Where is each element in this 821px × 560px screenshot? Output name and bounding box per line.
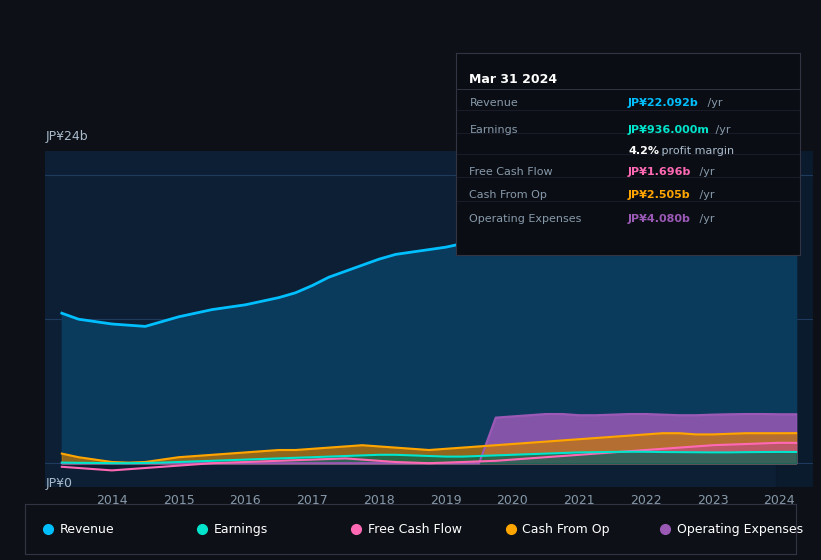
Text: /yr: /yr	[696, 167, 715, 177]
Text: JP¥4.080b: JP¥4.080b	[628, 214, 691, 225]
Text: /yr: /yr	[712, 125, 730, 135]
Text: 4.2%: 4.2%	[628, 146, 659, 156]
Text: Mar 31 2024: Mar 31 2024	[470, 73, 557, 86]
Text: Revenue: Revenue	[59, 522, 114, 536]
Text: Free Cash Flow: Free Cash Flow	[368, 522, 462, 536]
Text: /yr: /yr	[696, 214, 715, 225]
Text: Earnings: Earnings	[470, 125, 518, 135]
Bar	[776, 151, 813, 487]
Text: JP¥2.505b: JP¥2.505b	[628, 190, 690, 200]
Text: JP¥22.092b: JP¥22.092b	[628, 97, 699, 108]
Text: profit margin: profit margin	[658, 146, 735, 156]
Text: JP¥936.000m: JP¥936.000m	[628, 125, 710, 135]
Text: /yr: /yr	[704, 97, 722, 108]
Text: Earnings: Earnings	[213, 522, 268, 536]
Text: JP¥0: JP¥0	[45, 477, 72, 490]
Text: Operating Expenses: Operating Expenses	[677, 522, 803, 536]
Text: Cash From Op: Cash From Op	[470, 190, 548, 200]
Text: Cash From Op: Cash From Op	[522, 522, 610, 536]
Text: Free Cash Flow: Free Cash Flow	[470, 167, 553, 177]
Text: Revenue: Revenue	[470, 97, 518, 108]
Text: Operating Expenses: Operating Expenses	[470, 214, 582, 225]
Text: /yr: /yr	[696, 190, 715, 200]
Text: JP¥24b: JP¥24b	[45, 130, 88, 143]
Text: JP¥1.696b: JP¥1.696b	[628, 167, 691, 177]
